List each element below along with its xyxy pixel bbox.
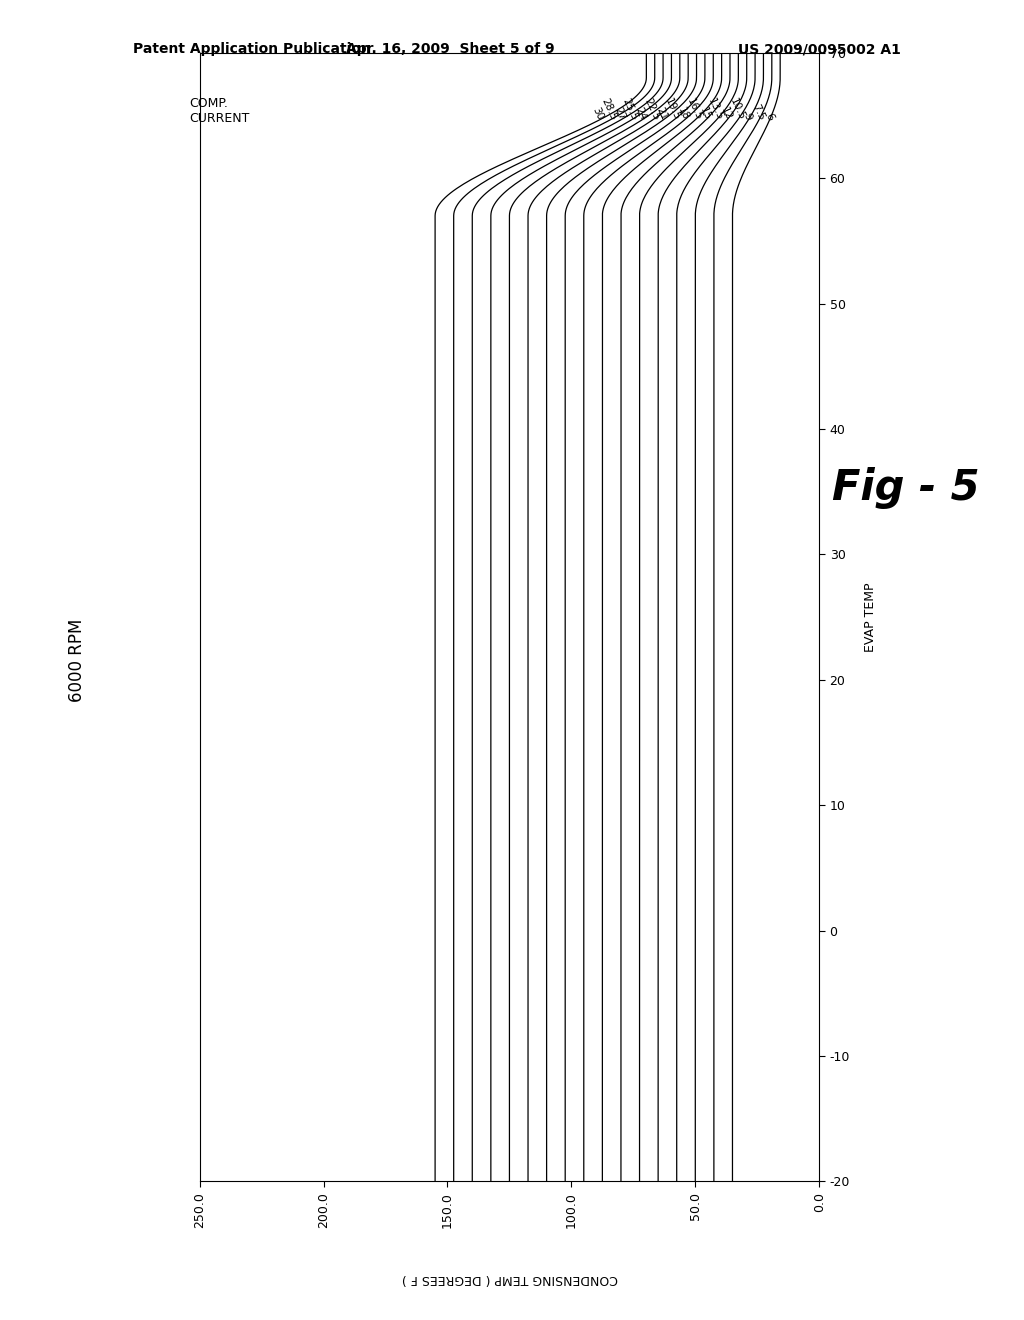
Text: 10.5: 10.5 — [728, 96, 746, 121]
Text: 28.5: 28.5 — [599, 96, 618, 121]
Y-axis label: EVAP TEMP: EVAP TEMP — [864, 582, 877, 652]
Text: 22.5: 22.5 — [642, 96, 660, 121]
Text: COMP.
CURRENT: COMP. CURRENT — [188, 96, 249, 124]
Text: Patent Application Publication: Patent Application Publication — [133, 42, 371, 57]
Text: 16.5: 16.5 — [685, 96, 703, 121]
Text: 24: 24 — [634, 106, 648, 121]
Text: 19.5: 19.5 — [664, 96, 682, 121]
Text: 30: 30 — [591, 106, 605, 121]
Text: Fig - 5: Fig - 5 — [833, 467, 980, 510]
Text: 25.5: 25.5 — [621, 96, 640, 121]
Text: 12: 12 — [719, 106, 734, 121]
Text: 7.5: 7.5 — [751, 103, 767, 121]
Text: 6: 6 — [763, 111, 775, 121]
Text: US 2009/0095002 A1: US 2009/0095002 A1 — [738, 42, 901, 57]
X-axis label: CONDENSING TEMP ( DEGREES F ): CONDENSING TEMP ( DEGREES F ) — [401, 1272, 617, 1286]
Text: 18: 18 — [676, 106, 691, 121]
Text: 21: 21 — [655, 106, 670, 121]
Text: 27: 27 — [612, 106, 627, 121]
Text: 9: 9 — [742, 111, 754, 121]
Text: 6000 RPM: 6000 RPM — [68, 618, 86, 702]
Text: 15: 15 — [697, 106, 713, 121]
Text: Apr. 16, 2009  Sheet 5 of 9: Apr. 16, 2009 Sheet 5 of 9 — [346, 42, 555, 57]
Text: 13.5: 13.5 — [707, 96, 725, 121]
